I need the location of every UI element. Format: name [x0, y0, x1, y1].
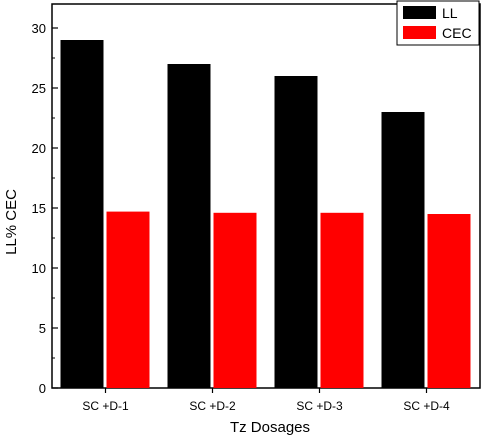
- y-tick-label: 5: [39, 321, 46, 336]
- bar-cec: [213, 212, 257, 388]
- bar-ll: [60, 40, 104, 388]
- x-tick-label: SC +D-3: [296, 399, 343, 413]
- legend-swatch-cec: [403, 26, 436, 39]
- bar-ll: [381, 112, 425, 388]
- x-tick-label: SC +D-2: [189, 399, 236, 413]
- plot-border: [51, 3, 481, 389]
- y-tick-label: 10: [32, 261, 46, 276]
- y-tick-label: 30: [32, 21, 46, 36]
- bar-cec: [320, 212, 364, 388]
- y-tick-label: 20: [32, 141, 46, 156]
- bar-ll: [274, 76, 318, 388]
- bars: [60, 40, 471, 388]
- y-tick-label: 0: [39, 381, 46, 396]
- legend-box: [396, 0, 480, 46]
- y-axis: 0 5 10 15 20 25 30: [32, 21, 58, 396]
- y-tick-label: 15: [32, 201, 46, 216]
- x-tick-label: SC +D-1: [82, 399, 129, 413]
- bar-cec: [427, 214, 471, 388]
- legend: LL CEC: [396, 0, 480, 46]
- y-tick-label: 25: [32, 81, 46, 96]
- bar-cec: [106, 211, 150, 388]
- legend-swatch-ll: [403, 6, 436, 19]
- y-axis-label: LL% CEC: [3, 189, 20, 255]
- x-axis: SC +D-1 SC +D-2 SC +D-3 SC +D-4: [82, 388, 450, 413]
- legend-label-ll: LL: [442, 5, 458, 21]
- plot-frame: [51, 3, 481, 389]
- bar-ll: [167, 64, 211, 388]
- x-tick-label: SC +D-4: [403, 399, 450, 413]
- x-axis-label: Tz Dosages: [230, 419, 310, 436]
- legend-label-cec: CEC: [442, 25, 472, 41]
